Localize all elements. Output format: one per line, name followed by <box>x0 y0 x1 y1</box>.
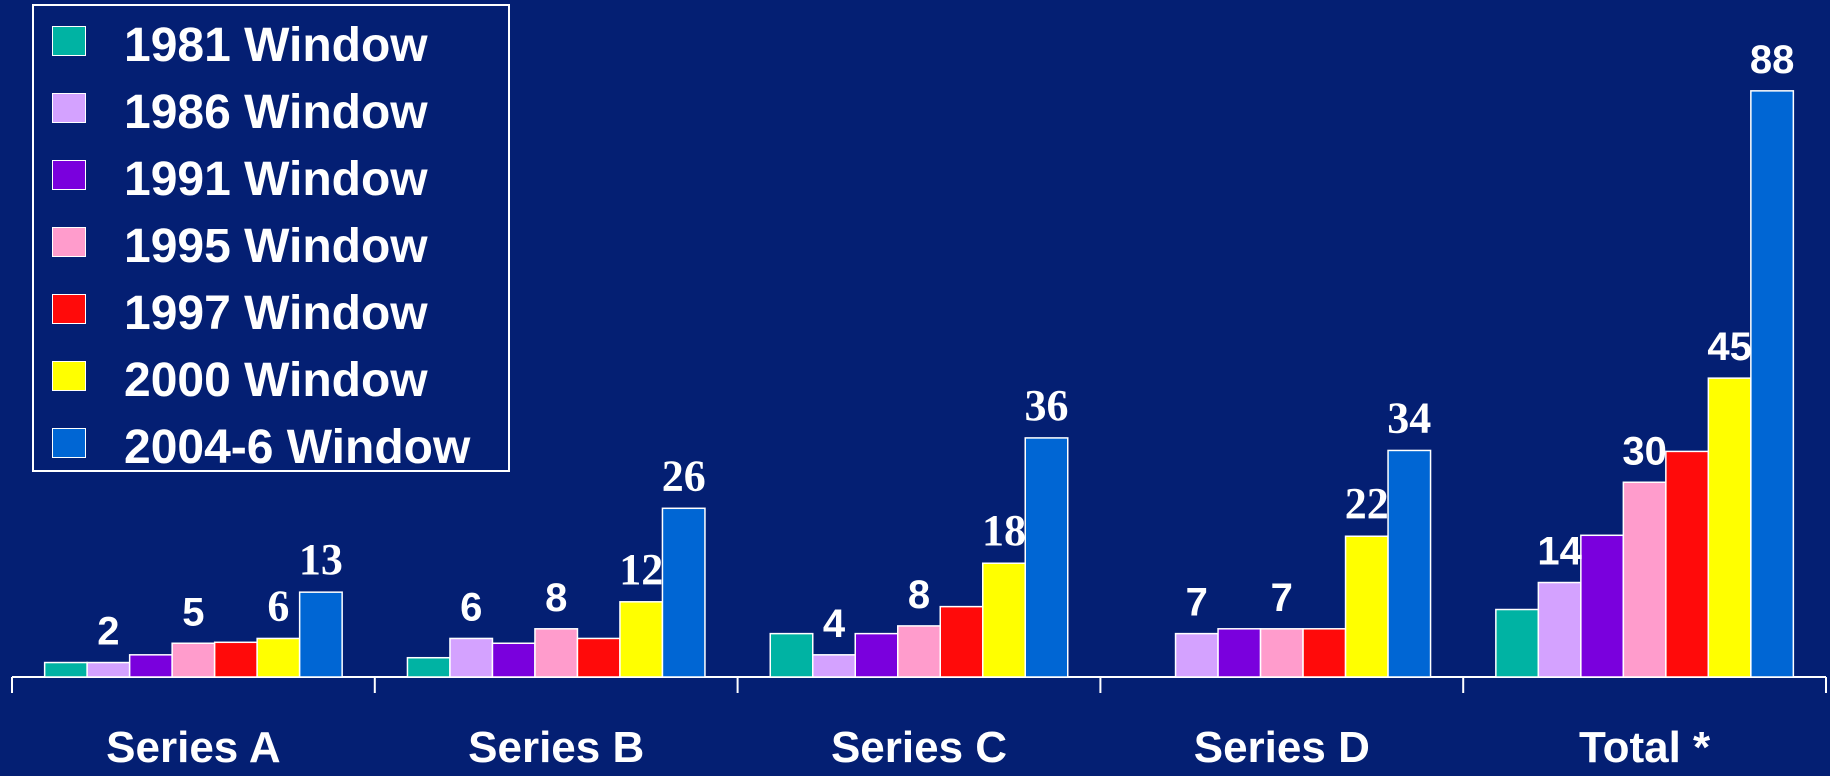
bar <box>982 562 1026 678</box>
legend-swatch <box>52 361 86 391</box>
bar <box>1537 581 1582 678</box>
bar <box>1302 628 1347 678</box>
bar <box>449 637 494 678</box>
legend-swatch <box>52 26 86 56</box>
data-label: 36 <box>1025 381 1069 430</box>
data-label: 34 <box>1387 393 1431 442</box>
bar <box>619 601 664 678</box>
bar <box>854 632 899 678</box>
data-label: 6 <box>460 585 482 629</box>
bar <box>769 632 814 678</box>
data-label: 7 <box>1186 581 1208 625</box>
bar <box>1665 450 1710 678</box>
bar <box>491 642 536 678</box>
legend-swatch <box>52 160 86 190</box>
data-label: 8 <box>908 573 930 617</box>
x-tick-label: Series C <box>831 723 1007 771</box>
data-label: 88 <box>1750 38 1795 82</box>
bar <box>298 591 343 678</box>
bar <box>1174 632 1219 678</box>
legend-label: 1995 Window <box>124 220 428 273</box>
legend-label: 1981 Window <box>124 19 428 72</box>
data-label: 26 <box>662 451 706 500</box>
x-tick-label: Series B <box>468 723 644 771</box>
data-label: 45 <box>1707 325 1752 369</box>
bar <box>1707 377 1752 678</box>
legend-swatch <box>52 93 86 123</box>
data-label: 5 <box>182 590 204 634</box>
legend-label: 1986 Window <box>124 86 428 139</box>
bar <box>939 605 984 678</box>
bar <box>128 654 173 678</box>
bar <box>897 625 941 678</box>
bar <box>86 661 131 678</box>
x-tick-label: Series D <box>1194 723 1370 771</box>
data-label: 14 <box>1537 530 1582 574</box>
bar <box>534 628 579 678</box>
legend-label: 1997 Window <box>124 287 428 340</box>
bar <box>1344 535 1389 678</box>
bar <box>812 654 856 678</box>
bar <box>256 637 301 678</box>
legend-swatch <box>52 294 86 324</box>
bar <box>1580 534 1625 678</box>
bar <box>1622 481 1667 678</box>
data-label: 12 <box>619 545 663 594</box>
bar <box>213 641 258 678</box>
bar <box>171 642 216 678</box>
x-tick-label: Total * <box>1579 723 1711 771</box>
data-label: 8 <box>545 576 567 620</box>
data-label: 4 <box>823 602 846 646</box>
bar <box>406 656 451 678</box>
legend: 1981 Window 1986 Window 1991 Window 1995… <box>32 4 510 474</box>
bar <box>1259 628 1304 678</box>
bar <box>661 507 706 678</box>
data-label: 6 <box>267 581 289 630</box>
data-label: 30 <box>1622 429 1667 473</box>
legend-label: 2000 Window <box>124 354 428 407</box>
data-label: 13 <box>299 535 343 584</box>
data-label: 22 <box>1345 479 1389 528</box>
bar <box>1024 437 1069 678</box>
bar <box>1750 90 1795 678</box>
legend-label: 1991 Window <box>124 153 428 206</box>
legend-label: 2004-6 Window <box>124 421 471 474</box>
legend-swatch <box>52 227 86 257</box>
x-tick-label: Series A <box>106 723 280 771</box>
bar <box>1387 449 1432 678</box>
data-label: 7 <box>1271 576 1293 620</box>
bar <box>576 637 621 678</box>
data-label: 2 <box>97 610 119 654</box>
legend-swatch <box>52 428 86 458</box>
bar <box>1495 608 1540 678</box>
bar <box>43 661 88 678</box>
bar <box>1217 628 1262 678</box>
data-label: 18 <box>982 506 1026 555</box>
